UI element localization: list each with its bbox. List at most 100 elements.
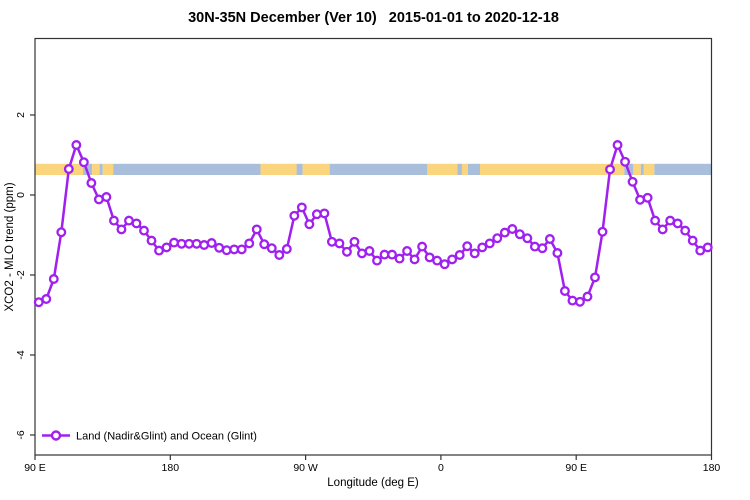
x-tick-label: 90 W <box>293 462 318 474</box>
data-point-marker <box>484 238 495 249</box>
data-point-marker <box>56 227 67 238</box>
data-point-marker <box>642 192 653 203</box>
data-point-marker <box>492 233 503 244</box>
data-point-marker <box>244 238 255 249</box>
data-point-marker <box>139 225 149 236</box>
legend-marker-icon <box>50 430 62 441</box>
data-point-marker <box>417 241 428 252</box>
data-point-marker <box>41 294 52 304</box>
data-point-marker <box>514 229 525 240</box>
map-strip-segment-land <box>260 163 297 175</box>
data-point-marker <box>447 254 458 265</box>
data-point-marker <box>319 208 330 219</box>
data-point-marker <box>364 246 375 256</box>
data-point-marker <box>537 243 548 254</box>
data-point-marker <box>394 253 405 264</box>
data-point-marker <box>48 274 59 284</box>
data-point-marker <box>687 235 698 246</box>
map-strip-segment-land <box>633 163 641 175</box>
data-point-marker <box>544 234 555 244</box>
data-point-marker <box>161 242 172 253</box>
data-point-marker <box>274 250 285 260</box>
data-point-marker <box>672 218 683 229</box>
data-point-marker <box>86 178 97 188</box>
data-point-marker <box>326 236 337 247</box>
data-point-marker <box>620 156 631 167</box>
data-point-marker <box>304 219 315 230</box>
data-point-marker <box>597 226 608 237</box>
map-strip-segment-land <box>92 163 100 175</box>
x-tick-label: 180 <box>162 462 180 474</box>
map-strip-segment-ocean <box>329 163 428 175</box>
data-point-marker <box>590 272 600 283</box>
data-point-marker <box>552 248 563 258</box>
chart-title: 30N-35N December (Ver 10) 2015-01-01 to … <box>188 10 559 26</box>
data-point-marker <box>657 224 668 235</box>
y-tick-label: -6 <box>15 430 27 439</box>
y-axis-label: XCO2 - MLO trend (ppm) <box>4 182 16 311</box>
data-point-marker <box>559 286 570 296</box>
x-tick-label: 90 E <box>565 462 587 474</box>
data-point-marker <box>116 224 127 235</box>
data-point-marker <box>454 250 465 260</box>
data-point-marker <box>206 238 217 248</box>
data-point-marker <box>289 210 300 221</box>
map-strip-segment-ocean <box>113 163 261 175</box>
data-point-marker <box>131 218 142 229</box>
data-point-marker <box>477 242 488 253</box>
map-strip-segment-land <box>35 163 84 175</box>
data-point-marker <box>575 296 585 307</box>
map-strip-segment-ocean <box>467 163 480 175</box>
data-point-marker <box>372 255 382 266</box>
map-strip-segment-land <box>479 163 625 175</box>
data-point-marker <box>281 244 292 254</box>
map-strip-segment-ocean <box>640 163 644 175</box>
map-strip-segment-ocean <box>457 163 462 175</box>
data-point-marker <box>522 233 533 244</box>
data-point-marker <box>680 225 691 236</box>
data-point-marker <box>612 140 623 150</box>
legend-label: Land (Nadir&Glint) and Ocean (Glint) <box>76 431 257 443</box>
y-tick-label: -2 <box>15 270 27 279</box>
data-point-marker <box>236 244 247 255</box>
data-point-marker <box>409 254 420 265</box>
data-point-marker <box>259 239 270 250</box>
data-point-marker <box>63 164 74 174</box>
map-strip-segment-land <box>102 163 114 175</box>
map-strip-segment-land <box>427 163 458 175</box>
data-point-marker <box>567 295 578 306</box>
y-tick-label: 0 <box>15 192 27 198</box>
x-tick-label: 180 <box>703 462 721 474</box>
data-point-marker <box>650 215 661 226</box>
data-point-marker <box>266 243 277 254</box>
data-point-marker <box>334 238 345 249</box>
data-point-marker <box>341 246 352 257</box>
data-point-marker <box>402 246 413 256</box>
data-point-marker <box>251 224 262 235</box>
map-strip-segment-land <box>643 163 655 175</box>
data-point-marker <box>702 242 713 253</box>
map-strip-segment-land <box>302 163 330 175</box>
data-point-marker <box>432 255 443 266</box>
data-point-marker <box>169 237 180 248</box>
x-axis-label: Longitude (deg E) <box>327 477 419 489</box>
y-axis-ticks: 2 0 -2 -4 -6 <box>15 112 35 440</box>
data-point-marker <box>507 224 518 234</box>
map-strip-segment-ocean <box>99 163 103 175</box>
plot-frame <box>34 37 713 456</box>
data-point-marker <box>191 238 202 249</box>
data-point-marker <box>349 236 360 247</box>
data-point-marker <box>146 235 157 246</box>
data-point-marker <box>627 176 638 187</box>
map-strip-segment-ocean <box>654 163 712 175</box>
data-series <box>33 140 713 308</box>
x-axis-ticks: 90 E 180 90 W 0 90 E 180 <box>24 455 720 474</box>
data-point-marker <box>101 192 112 202</box>
data-point-marker <box>605 164 615 175</box>
data-point-marker <box>529 241 540 252</box>
map-strip <box>35 163 712 175</box>
data-point-marker <box>78 157 89 168</box>
data-point-marker <box>387 249 397 260</box>
data-point-marker <box>439 259 450 270</box>
